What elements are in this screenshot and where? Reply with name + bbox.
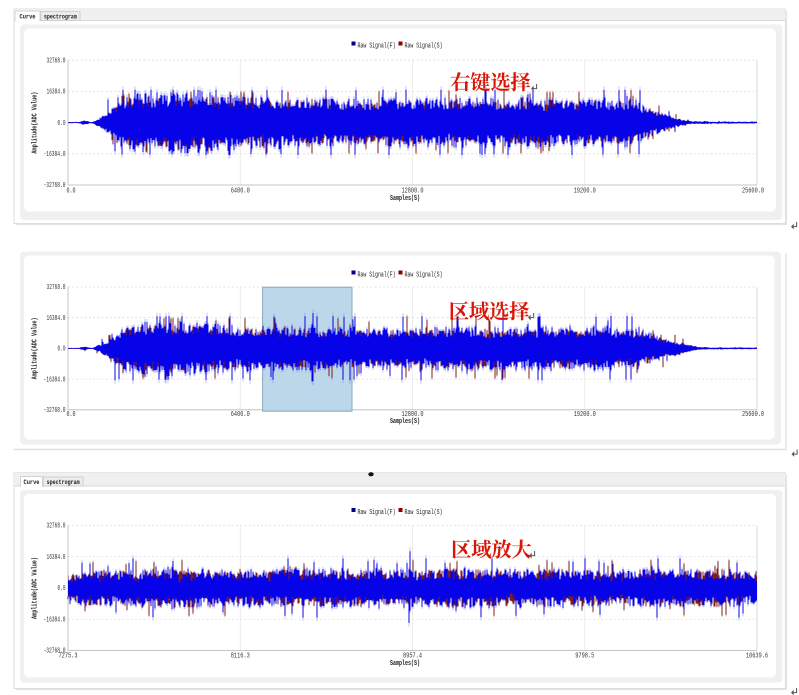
svg-text:0.0: 0.0 — [58, 120, 66, 128]
svg-text:Raw Signal(F): Raw Signal(F) — [358, 509, 396, 517]
svg-text:Samples(S): Samples(S) — [390, 660, 420, 668]
svg-text:6400.0: 6400.0 — [231, 188, 250, 196]
svg-text:25600.0: 25600.0 — [742, 188, 764, 196]
svg-text:-16384.0: -16384.0 — [44, 616, 66, 624]
svg-text:Raw Signal(S): Raw Signal(S) — [405, 272, 443, 280]
svg-text:16384.0: 16384.0 — [47, 315, 66, 323]
svg-text:Curve: Curve — [24, 479, 40, 486]
svg-text:12800.0: 12800.0 — [402, 411, 424, 419]
svg-text:16384.0: 16384.0 — [47, 89, 66, 97]
svg-text:0.0: 0.0 — [67, 411, 76, 419]
svg-text:8957.4: 8957.4 — [403, 653, 422, 661]
svg-text:32768.0: 32768.0 — [47, 284, 66, 292]
svg-text:9798.5: 9798.5 — [575, 653, 594, 661]
svg-text:Amplitude(ADC Value): Amplitude(ADC Value) — [32, 557, 40, 619]
svg-text:Amplitude(ADC Value): Amplitude(ADC Value) — [32, 92, 40, 154]
svg-text:7275.3: 7275.3 — [59, 653, 78, 661]
svg-text:-32768.0: -32768.0 — [44, 407, 66, 415]
svg-text:-32768.0: -32768.0 — [44, 182, 66, 190]
svg-text:Amplitude(ADC Value): Amplitude(ADC Value) — [32, 317, 40, 379]
svg-text:Raw Signal(S): Raw Signal(S) — [405, 43, 443, 51]
svg-text:8116.3: 8116.3 — [231, 653, 250, 661]
svg-text:-16384.0: -16384.0 — [44, 151, 66, 159]
svg-text:Samples(S): Samples(S) — [390, 418, 420, 426]
svg-text:32768.0: 32768.0 — [47, 523, 66, 531]
svg-text:0.0: 0.0 — [58, 585, 66, 593]
svg-text:10639.6: 10639.6 — [746, 653, 768, 661]
svg-text:6400.0: 6400.0 — [231, 411, 250, 419]
svg-text:32768.0: 32768.0 — [47, 57, 66, 65]
svg-text:12800.0: 12800.0 — [402, 188, 424, 196]
svg-text:-32768.0: -32768.0 — [44, 648, 66, 656]
svg-text:19200.0: 19200.0 — [574, 411, 596, 419]
svg-text:Raw Signal(S): Raw Signal(S) — [405, 509, 443, 517]
svg-text:0.0: 0.0 — [58, 346, 66, 354]
svg-text:Curve: Curve — [20, 13, 36, 20]
svg-text:0.0: 0.0 — [67, 188, 76, 196]
svg-text:spectrogram: spectrogram — [47, 479, 80, 486]
svg-text:16384.0: 16384.0 — [47, 554, 66, 562]
svg-text:25600.0: 25600.0 — [742, 411, 764, 419]
svg-text:spectrogram: spectrogram — [44, 13, 77, 20]
svg-text:-16384.0: -16384.0 — [44, 376, 66, 384]
svg-text:Samples(S): Samples(S) — [390, 195, 420, 203]
svg-text:19200.0: 19200.0 — [574, 188, 596, 196]
svg-text:Raw Signal(F): Raw Signal(F) — [358, 43, 396, 51]
svg-text:Raw Signal(F): Raw Signal(F) — [358, 272, 396, 280]
